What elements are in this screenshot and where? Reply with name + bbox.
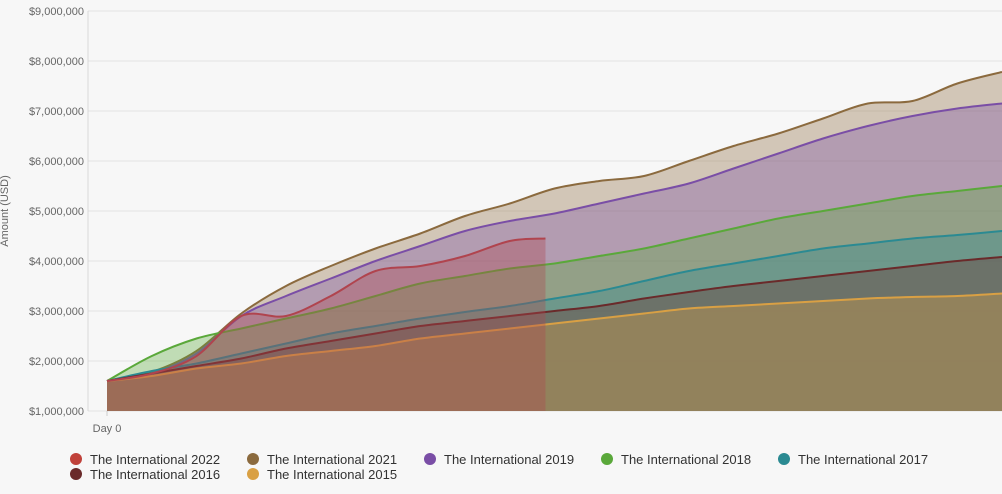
legend-label: The International 2016 [90,467,220,482]
legend-label: The International 2021 [267,452,397,467]
legend-label: The International 2019 [444,452,574,467]
y-tick-label: $4,000,000 [29,256,84,268]
legend-label: The International 2022 [90,452,220,467]
line-the-international-2022 [106,237,546,382]
line-the-international-2015 [106,292,1002,382]
y-tick-label: $3,000,000 [29,306,84,318]
legend-marker [424,453,436,465]
y-tick-label: $5,000,000 [29,206,84,218]
legend-item-the-international-2022[interactable]: The International 2022 [70,452,220,467]
legend-marker [247,453,259,465]
legend-label: The International 2018 [621,452,751,467]
series-areas [106,71,1002,411]
line-the-international-2021 [106,71,1002,382]
axes: $1,000,000 $2,000,000 $3,000,000 $4,000,000… [29,6,121,435]
y-tick-label: $8,000,000 [29,56,84,68]
legend-marker [601,453,613,465]
legend-item-the-international-2017[interactable]: The International 2017 [778,452,928,467]
legend-label: The International 2015 [267,467,397,482]
area-the-international-2017 [107,231,1002,411]
y-tick-label: $2,000,000 [29,356,84,368]
line-the-international-2019 [106,102,1002,382]
y-tick-label: $1,000,000 [29,406,84,418]
area-the-international-2021 [107,72,1002,411]
y-tick-label: $7,000,000 [29,106,84,118]
legend-marker [778,453,790,465]
x-tick-label: Day 0 [93,423,122,435]
area-the-international-2015 [107,293,1002,411]
y-tick-label: $6,000,000 [29,156,84,168]
y-tick-label: $9,000,000 [29,6,84,18]
grid-lines [88,10,1002,412]
area-the-international-2016 [107,257,1002,411]
legend: The International 2022 The International … [70,452,928,482]
line-the-international-2016 [106,256,1002,382]
y-axis-title: Amount (USD) [0,175,11,247]
legend-item-the-international-2019[interactable]: The International 2019 [424,452,574,467]
area-the-international-2022 [107,238,546,411]
legend-marker [70,453,82,465]
legend-item-the-international-2015[interactable]: The International 2015 [247,467,397,482]
legend-marker [70,468,82,480]
legend-item-the-international-2021[interactable]: The International 2021 [247,452,397,467]
line-the-international-2017 [106,230,1002,382]
line-the-international-2018 [106,185,1002,382]
legend-label: The International 2017 [798,452,928,467]
legend-item-the-international-2018[interactable]: The International 2018 [601,452,751,467]
legend-marker [247,468,259,480]
legend-item-the-international-2016[interactable]: The International 2016 [70,467,220,482]
